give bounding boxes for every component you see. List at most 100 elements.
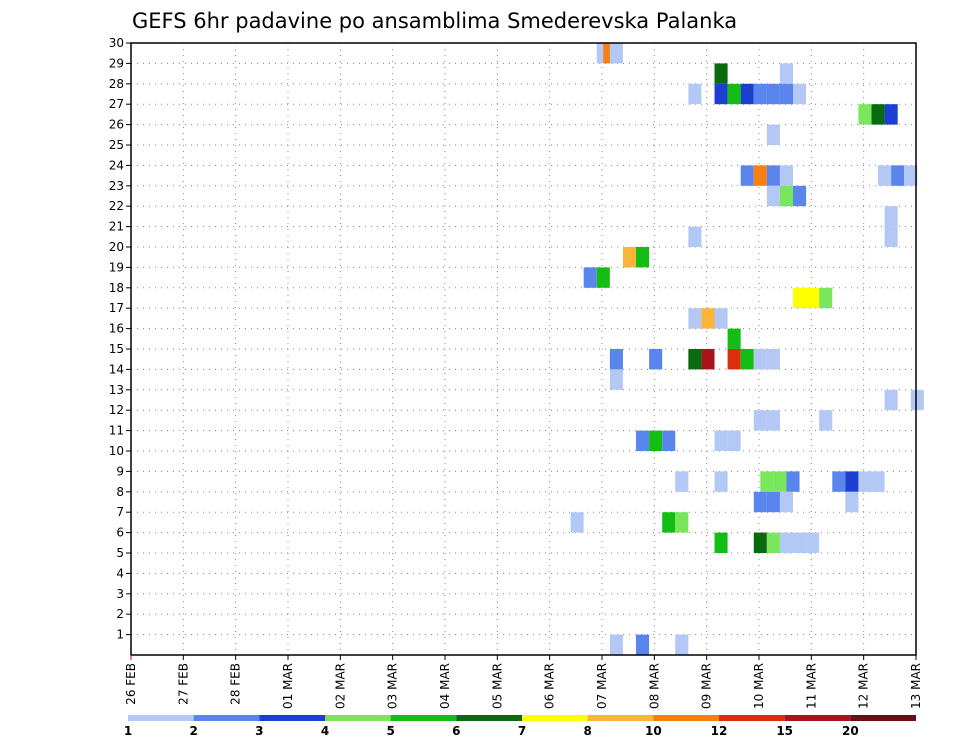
heatmap-cell bbox=[649, 349, 663, 370]
heatmap-cell bbox=[779, 165, 794, 186]
colorbar-label: 1 bbox=[124, 724, 132, 738]
heatmap-cell bbox=[884, 206, 898, 227]
y-tick-label: 22 bbox=[109, 199, 124, 213]
heatmap-cell bbox=[878, 165, 892, 186]
heatmap-cell bbox=[583, 267, 597, 288]
heatmap-cell bbox=[675, 471, 689, 492]
heatmap-cell bbox=[622, 247, 637, 268]
colorbar-segment bbox=[850, 715, 916, 721]
heatmap-cell bbox=[609, 369, 623, 390]
x-tick-label: 04 MAR bbox=[438, 663, 452, 709]
x-tick-label: 01 MAR bbox=[281, 663, 295, 709]
colorbar-label: 12 bbox=[711, 724, 728, 738]
heatmap-cell bbox=[910, 389, 924, 411]
colorbar-label: 8 bbox=[583, 724, 591, 738]
x-tick-label: 06 MAR bbox=[543, 663, 557, 709]
grid-lines bbox=[131, 43, 917, 655]
heatmap-cell bbox=[609, 634, 623, 655]
y-tick-label: 23 bbox=[109, 179, 124, 193]
heatmap-cell bbox=[766, 532, 780, 553]
heatmap-cell bbox=[727, 349, 741, 370]
heatmap-cell bbox=[753, 165, 767, 186]
colorbar-segment bbox=[653, 715, 719, 721]
heatmap-cell bbox=[845, 471, 859, 492]
heatmap-cell bbox=[884, 104, 898, 125]
y-tick-label: 11 bbox=[109, 424, 124, 438]
heatmap-cell bbox=[662, 512, 676, 533]
colorbar-segment bbox=[325, 715, 391, 721]
y-tick-label: 12 bbox=[109, 403, 124, 417]
heatmap-cell bbox=[871, 104, 885, 125]
colorbar-segment bbox=[193, 715, 260, 721]
heatmap-cell bbox=[727, 328, 741, 349]
y-tick-label: 17 bbox=[109, 301, 124, 315]
x-tick-label: 12 MAR bbox=[857, 663, 871, 709]
y-tick-label: 13 bbox=[109, 383, 124, 397]
heatmap-cell bbox=[779, 83, 794, 105]
colorbar-segment bbox=[128, 715, 194, 721]
heatmap-cell bbox=[688, 226, 702, 247]
y-tick-label: 10 bbox=[109, 444, 124, 458]
y-tick-label: 14 bbox=[109, 362, 124, 376]
chart-title: GEFS 6hr padavine po ansamblima Smederev… bbox=[132, 9, 737, 33]
heatmap-cell bbox=[753, 491, 767, 513]
y-tick-label: 4 bbox=[116, 566, 124, 580]
heatmap-cell bbox=[688, 308, 702, 329]
x-tick-label: 09 MAR bbox=[700, 663, 714, 709]
heatmap-cell bbox=[819, 287, 833, 309]
heatmap-cell bbox=[766, 491, 780, 513]
heatmap-cell bbox=[806, 287, 820, 309]
heatmap-cell bbox=[636, 634, 650, 655]
heatmap-cell bbox=[727, 430, 741, 451]
heatmap-cell bbox=[714, 471, 728, 492]
heatmap-cell bbox=[688, 349, 702, 370]
x-tick-label: 03 MAR bbox=[386, 663, 400, 709]
heatmap-cell bbox=[570, 512, 584, 533]
y-tick-label: 30 bbox=[109, 36, 124, 50]
x-tick-label: 05 MAR bbox=[490, 663, 504, 709]
y-tick-label: 15 bbox=[109, 342, 124, 356]
heatmap-cell bbox=[636, 247, 650, 268]
heatmap-cell bbox=[766, 185, 780, 207]
heatmap-cell bbox=[636, 430, 650, 451]
heatmap-cell bbox=[793, 287, 807, 309]
y-tick-label: 5 bbox=[116, 546, 124, 560]
x-tick-label: 27 FEB bbox=[176, 663, 190, 705]
heatmap-cell bbox=[793, 185, 807, 207]
y-tick-label: 7 bbox=[116, 505, 124, 519]
colorbar: 1 2 3 4 5 6 7 8 10 12 15 20 bbox=[124, 715, 916, 738]
y-tick-label: 21 bbox=[109, 220, 124, 234]
heatmap-cell bbox=[596, 267, 610, 288]
y-axis: 1234567891011121314151617181920212223242… bbox=[109, 36, 131, 642]
heatmap-cell bbox=[740, 349, 754, 370]
colorbar-segment bbox=[259, 715, 325, 721]
heatmap-cell bbox=[779, 63, 794, 84]
x-tick-label: 07 MAR bbox=[595, 663, 609, 709]
heatmap-cell bbox=[871, 471, 885, 492]
y-tick-label: 9 bbox=[116, 464, 124, 478]
heatmap-cell bbox=[727, 83, 741, 105]
colorbar-label: 4 bbox=[321, 724, 329, 738]
heatmap-cell bbox=[766, 349, 780, 370]
y-tick-label: 1 bbox=[116, 628, 124, 642]
heatmap-cell bbox=[714, 308, 728, 329]
heatmap-cell bbox=[701, 308, 715, 329]
y-tick-label: 20 bbox=[109, 240, 124, 254]
heatmap-cell bbox=[609, 43, 623, 64]
colorbar-segment bbox=[456, 715, 522, 721]
heatmap-cell bbox=[766, 410, 780, 431]
colorbar-label: 7 bbox=[518, 724, 526, 738]
x-tick-label: 11 MAR bbox=[804, 663, 818, 709]
heatmap-cell bbox=[760, 471, 774, 492]
colorbar-segment bbox=[719, 715, 785, 721]
plot-frame bbox=[130, 42, 917, 656]
y-tick-label: 27 bbox=[109, 97, 124, 111]
heatmap-cell bbox=[609, 349, 623, 370]
heatmap-cell bbox=[688, 83, 702, 105]
heatmap-cell bbox=[740, 83, 754, 105]
colorbar-label: 20 bbox=[842, 724, 859, 738]
heatmap-cell bbox=[753, 410, 767, 431]
heatmap-cell bbox=[786, 471, 800, 492]
heatmap-cell bbox=[675, 512, 689, 533]
